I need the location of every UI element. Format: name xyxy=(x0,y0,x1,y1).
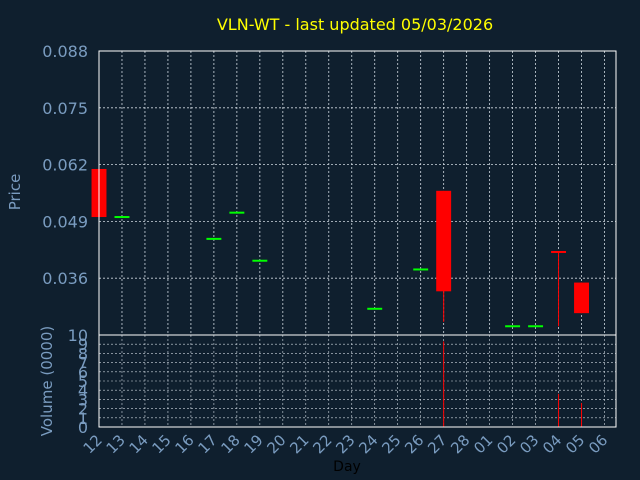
x-axis-label: Day xyxy=(333,459,361,475)
price-tick-label: 0.036 xyxy=(42,269,88,288)
price-axis-label: Price xyxy=(6,174,24,211)
volume-axis-label: Volume (0000) xyxy=(38,326,56,436)
volume-tick-label: 7 xyxy=(78,354,88,373)
volume-tick-label: 2 xyxy=(78,400,88,419)
price-tick-labels: 0.088 0.075 0.062 0.049 0.036 xyxy=(42,42,88,288)
price-tick-label: 0.088 xyxy=(42,42,88,61)
volume-bars xyxy=(443,341,583,427)
price-tick-label: 0.049 xyxy=(42,212,88,231)
candle-body xyxy=(574,282,590,314)
price-tick-label: 0.075 xyxy=(42,99,88,118)
candle-body xyxy=(436,190,452,292)
price-tick-label: 0.062 xyxy=(42,156,88,175)
x-tick-labels: 1213141516171819202122232425262728010203… xyxy=(80,431,612,457)
volume-tick-label: 5 xyxy=(78,372,88,391)
volume-tick-label: 8 xyxy=(78,344,88,363)
volume-tick-label: 10 xyxy=(68,326,88,345)
volume-tick-label: 9 xyxy=(78,335,88,354)
chart-title: VLN-WT - last updated 05/03/2026 xyxy=(217,15,493,34)
volume-tick-label: 3 xyxy=(78,390,88,409)
volume-panel-frame xyxy=(98,334,617,428)
volume-tick-label: 4 xyxy=(78,381,88,400)
volume-tick-label: 6 xyxy=(78,363,88,382)
volume-tick-label: 1 xyxy=(78,409,88,428)
volume-tick-label: 0 xyxy=(78,418,88,437)
